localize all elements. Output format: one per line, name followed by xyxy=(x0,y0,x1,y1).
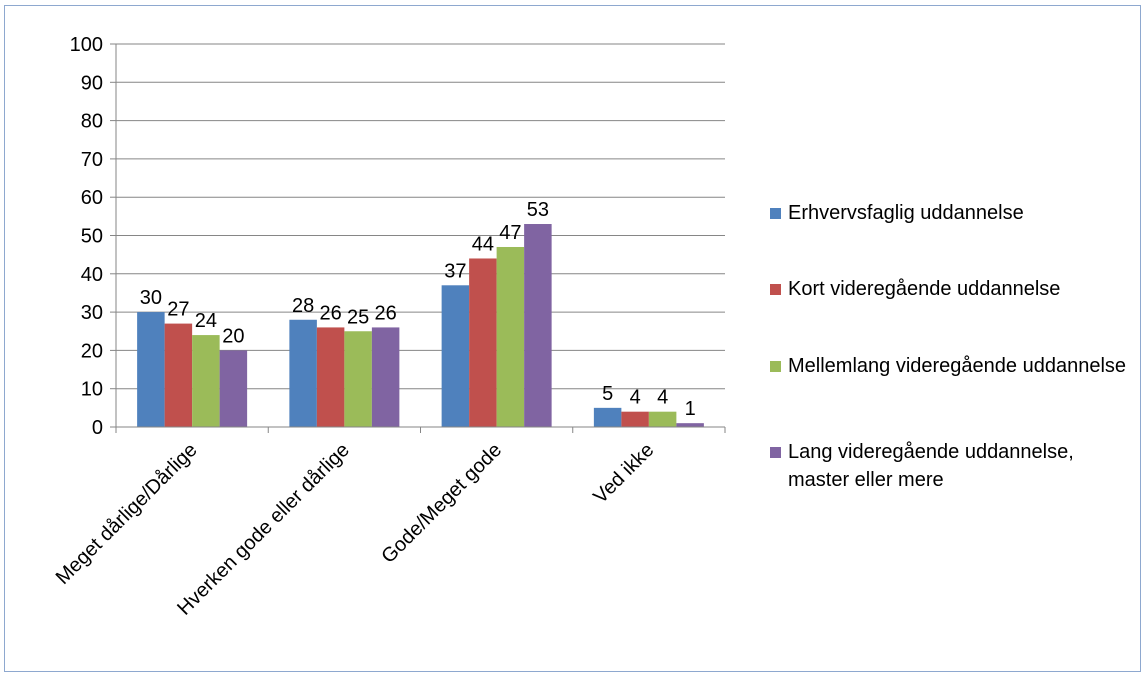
bar xyxy=(137,312,165,427)
legend-label: Kort videregående uddannelse xyxy=(788,278,1061,300)
data-label: 26 xyxy=(375,302,397,324)
data-label: 44 xyxy=(472,233,494,255)
bar xyxy=(648,411,677,427)
y-tick-label: 10 xyxy=(81,379,103,401)
data-label: 27 xyxy=(167,299,189,321)
bar xyxy=(289,319,317,427)
legend-swatch xyxy=(770,284,781,295)
bar xyxy=(593,407,622,427)
x-category-label: Meget dårlige/Dårlige xyxy=(52,439,202,589)
data-label: 1 xyxy=(685,398,696,420)
data-label: 37 xyxy=(444,260,466,282)
bar xyxy=(469,258,497,427)
data-label: 30 xyxy=(140,287,162,309)
data-label: 5 xyxy=(602,383,613,405)
bar xyxy=(316,327,345,427)
y-tick-label: 50 xyxy=(81,226,103,248)
x-category-label: Ved ikke xyxy=(589,439,658,508)
data-label: 28 xyxy=(292,295,314,317)
data-label: 4 xyxy=(630,387,641,409)
y-tick-label: 100 xyxy=(70,34,103,56)
x-category-label: Gode/Meget gode xyxy=(377,439,506,568)
y-tick-label: 90 xyxy=(81,72,103,94)
y-tick-label: 40 xyxy=(81,264,103,286)
legend-label: Mellemlang videregående uddannelse xyxy=(788,355,1127,377)
y-tick-label: 0 xyxy=(92,417,103,439)
bar xyxy=(676,423,704,427)
bar xyxy=(192,335,220,427)
bar xyxy=(496,246,525,427)
legend-swatch xyxy=(770,208,781,219)
legend-label: Erhvervsfaglig uddannelse xyxy=(788,202,1024,224)
data-label: 24 xyxy=(195,310,217,332)
legend-swatch xyxy=(770,447,781,458)
bar xyxy=(441,285,470,427)
data-label: 20 xyxy=(222,325,244,347)
bar xyxy=(371,327,400,427)
bar xyxy=(621,411,649,427)
y-tick-label: 70 xyxy=(81,149,103,171)
data-label: 53 xyxy=(527,199,549,221)
data-label: 25 xyxy=(347,306,369,328)
bar xyxy=(164,323,193,427)
data-label: 26 xyxy=(320,302,342,324)
legend-item-kort: Kort videregående uddannelse xyxy=(770,275,1133,303)
bar xyxy=(344,331,372,427)
x-category-label: Hverken gode eller dårlige xyxy=(173,439,354,620)
legend-swatch xyxy=(770,361,781,372)
bar xyxy=(219,350,248,427)
bars xyxy=(137,224,704,427)
legend-item-mellemlang: Mellemlang videregående uddannelse xyxy=(770,352,1133,380)
y-tick-label: 60 xyxy=(81,187,103,209)
bar xyxy=(524,224,552,427)
y-tick-label: 80 xyxy=(81,111,103,133)
legend-item-lang: Lang videregående uddannelse, master ell… xyxy=(770,438,1133,494)
legend-label: Lang videregående uddannelse, master ell… xyxy=(788,441,1074,491)
legend-item-erhvervsfaglig: Erhvervsfaglig uddannelse xyxy=(770,199,1133,227)
data-label: 4 xyxy=(657,387,668,409)
data-label: 47 xyxy=(499,222,521,244)
y-tick-label: 20 xyxy=(81,340,103,362)
y-tick-label: 30 xyxy=(81,302,103,324)
